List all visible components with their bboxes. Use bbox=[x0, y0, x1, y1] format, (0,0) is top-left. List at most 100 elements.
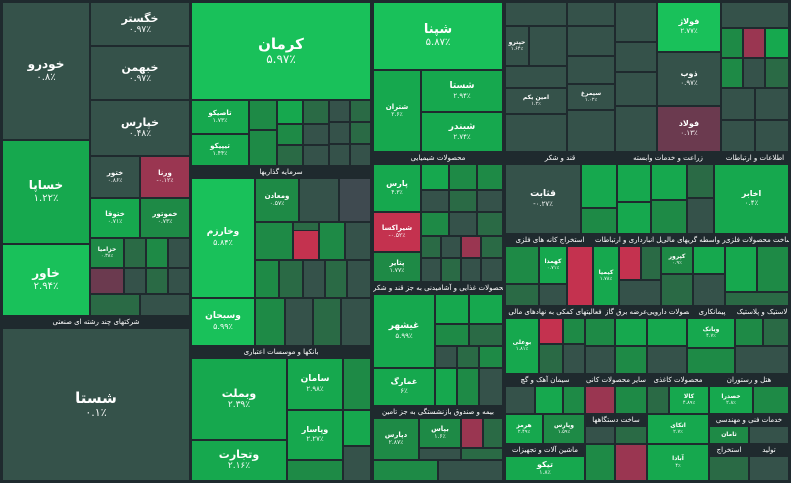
small-tile[interactable] bbox=[481, 258, 503, 282]
small-tile[interactable] bbox=[615, 426, 647, 444]
small-tile[interactable] bbox=[303, 100, 329, 124]
small-tile[interactable] bbox=[615, 106, 657, 152]
small-tile[interactable] bbox=[585, 346, 615, 374]
small-tile[interactable] bbox=[449, 190, 477, 212]
small-tile[interactable] bbox=[303, 124, 329, 145]
small-tile[interactable] bbox=[277, 124, 303, 145]
small-tile[interactable] bbox=[765, 28, 789, 58]
small-tile[interactable] bbox=[535, 386, 563, 414]
small-tile[interactable] bbox=[350, 122, 371, 144]
small-tile[interactable] bbox=[585, 444, 615, 481]
small-tile[interactable] bbox=[619, 280, 661, 306]
small-tile[interactable] bbox=[585, 426, 615, 444]
small-tile[interactable] bbox=[647, 386, 669, 414]
small-tile[interactable] bbox=[505, 246, 539, 284]
small-tile[interactable] bbox=[617, 164, 651, 202]
small-tile[interactable] bbox=[563, 318, 585, 344]
stock-tile-dpars[interactable]: دپارس ۲.۸۷٪ bbox=[373, 418, 419, 460]
small-tile[interactable] bbox=[477, 164, 503, 190]
small-tile[interactable] bbox=[721, 2, 789, 28]
small-tile[interactable] bbox=[347, 260, 371, 298]
stock-tile-vpasar[interactable]: وپاسار ۲.۲۷٪ bbox=[287, 410, 343, 460]
stock-tile-khpars[interactable]: خپارس ۰.۴۸٪ bbox=[90, 100, 190, 156]
stock-tile-hormoz[interactable]: هرمز ۲.۴۹٪ bbox=[505, 414, 543, 444]
stock-tile-foolad[interactable]: فولاد ۰.۱۳٪ bbox=[657, 106, 721, 152]
small-tile[interactable] bbox=[735, 346, 789, 374]
small-tile[interactable] bbox=[749, 456, 789, 481]
small-tile[interactable] bbox=[567, 110, 615, 152]
small-tile[interactable] bbox=[505, 66, 567, 88]
stock-tile-varna[interactable]: ورنا -۰.۱۲٪ bbox=[140, 156, 190, 198]
stock-tile-saman2[interactable]: ثامان bbox=[709, 426, 749, 444]
small-tile[interactable] bbox=[168, 268, 190, 294]
small-tile[interactable] bbox=[319, 222, 345, 260]
small-tile[interactable] bbox=[687, 198, 714, 234]
stock-tile-khgostar[interactable]: خگستر ۰.۹۷٪ bbox=[90, 2, 190, 46]
small-tile[interactable] bbox=[343, 410, 371, 446]
small-tile[interactable] bbox=[581, 164, 617, 208]
small-tile[interactable] bbox=[341, 298, 371, 346]
small-tile[interactable] bbox=[255, 298, 285, 346]
stock-tile-shbandar[interactable]: شبندر ۲.۷۴٪ bbox=[421, 112, 503, 152]
small-tile[interactable] bbox=[449, 164, 477, 190]
small-tile[interactable] bbox=[435, 294, 469, 324]
stock-tile-khzamia[interactable]: خزامیا ۰.۳۸٪ bbox=[90, 238, 124, 268]
small-tile[interactable] bbox=[479, 368, 503, 406]
stock-tile-shapna[interactable]: شپنا ۵.۸۷٪ bbox=[373, 2, 503, 70]
small-tile[interactable] bbox=[725, 292, 789, 306]
small-tile[interactable] bbox=[350, 100, 371, 122]
stock-tile-khtour[interactable]: ختور ۰.۸۶٪ bbox=[90, 156, 140, 198]
small-tile[interactable] bbox=[255, 222, 293, 260]
small-tile[interactable] bbox=[146, 268, 168, 294]
small-tile[interactable] bbox=[505, 386, 535, 414]
small-tile[interactable] bbox=[438, 460, 503, 481]
stock-tile-zob[interactable]: ذوب ۰.۹۷٪ bbox=[657, 52, 721, 106]
small-tile[interactable] bbox=[539, 344, 563, 374]
small-tile[interactable] bbox=[421, 212, 449, 236]
small-tile[interactable] bbox=[567, 56, 615, 84]
small-tile[interactable] bbox=[303, 260, 325, 298]
small-tile[interactable] bbox=[461, 258, 481, 282]
small-tile[interactable] bbox=[343, 358, 371, 410]
small-tile[interactable] bbox=[505, 114, 567, 152]
small-tile[interactable] bbox=[647, 318, 687, 346]
small-tile[interactable] bbox=[585, 386, 615, 414]
small-tile[interactable] bbox=[435, 368, 457, 406]
small-tile[interactable] bbox=[449, 212, 477, 236]
small-tile[interactable] bbox=[615, 444, 647, 481]
stock-tile-vtejarat[interactable]: وتجارت ۲.۱۶٪ bbox=[191, 440, 287, 481]
small-tile[interactable] bbox=[563, 344, 585, 374]
small-tile[interactable] bbox=[90, 268, 124, 294]
stock-tile-vbmellat[interactable]: وبملت ۲.۳۹٪ bbox=[191, 358, 287, 440]
stock-tile-hpetro[interactable]: حپترو ۱.۶۴٪ bbox=[505, 26, 529, 66]
small-tile[interactable] bbox=[293, 230, 319, 260]
small-tile[interactable] bbox=[325, 260, 347, 298]
small-tile[interactable] bbox=[124, 238, 146, 268]
small-tile[interactable] bbox=[481, 236, 503, 258]
small-tile[interactable] bbox=[615, 72, 657, 106]
small-tile[interactable] bbox=[581, 208, 617, 234]
stock-tile-ptayr[interactable]: پتایر ۱.۷۷٪ bbox=[373, 252, 421, 282]
small-tile[interactable] bbox=[329, 144, 350, 166]
small-tile[interactable] bbox=[345, 222, 371, 260]
small-tile[interactable] bbox=[585, 318, 615, 346]
small-tile[interactable] bbox=[313, 298, 341, 346]
small-tile[interactable] bbox=[168, 238, 190, 268]
small-tile[interactable] bbox=[90, 294, 140, 316]
stock-tile-kprvar[interactable]: کپرور ۰.۹٪ bbox=[661, 246, 693, 274]
stock-tile-booali[interactable]: بوعلی ۱.۸۱٪ bbox=[505, 318, 539, 374]
stock-tile-shiraksa[interactable]: شیراکسا -۰.۵۲٪ bbox=[373, 212, 421, 252]
stock-tile-khsadra[interactable]: خصدرا ۲.۸٪ bbox=[709, 386, 753, 414]
small-tile[interactable] bbox=[461, 418, 483, 448]
small-tile[interactable] bbox=[721, 120, 755, 152]
small-tile[interactable] bbox=[505, 284, 539, 306]
small-tile[interactable] bbox=[615, 42, 657, 72]
small-tile[interactable] bbox=[725, 246, 757, 292]
small-tile[interactable] bbox=[329, 100, 350, 122]
small-tile[interactable] bbox=[277, 100, 303, 124]
stock-tile-ghamarg[interactable]: غمارگ ۶٪ bbox=[373, 368, 435, 406]
small-tile[interactable] bbox=[249, 130, 277, 166]
small-tile[interactable] bbox=[743, 28, 765, 58]
small-tile[interactable] bbox=[615, 346, 647, 374]
small-tile[interactable] bbox=[146, 238, 168, 268]
